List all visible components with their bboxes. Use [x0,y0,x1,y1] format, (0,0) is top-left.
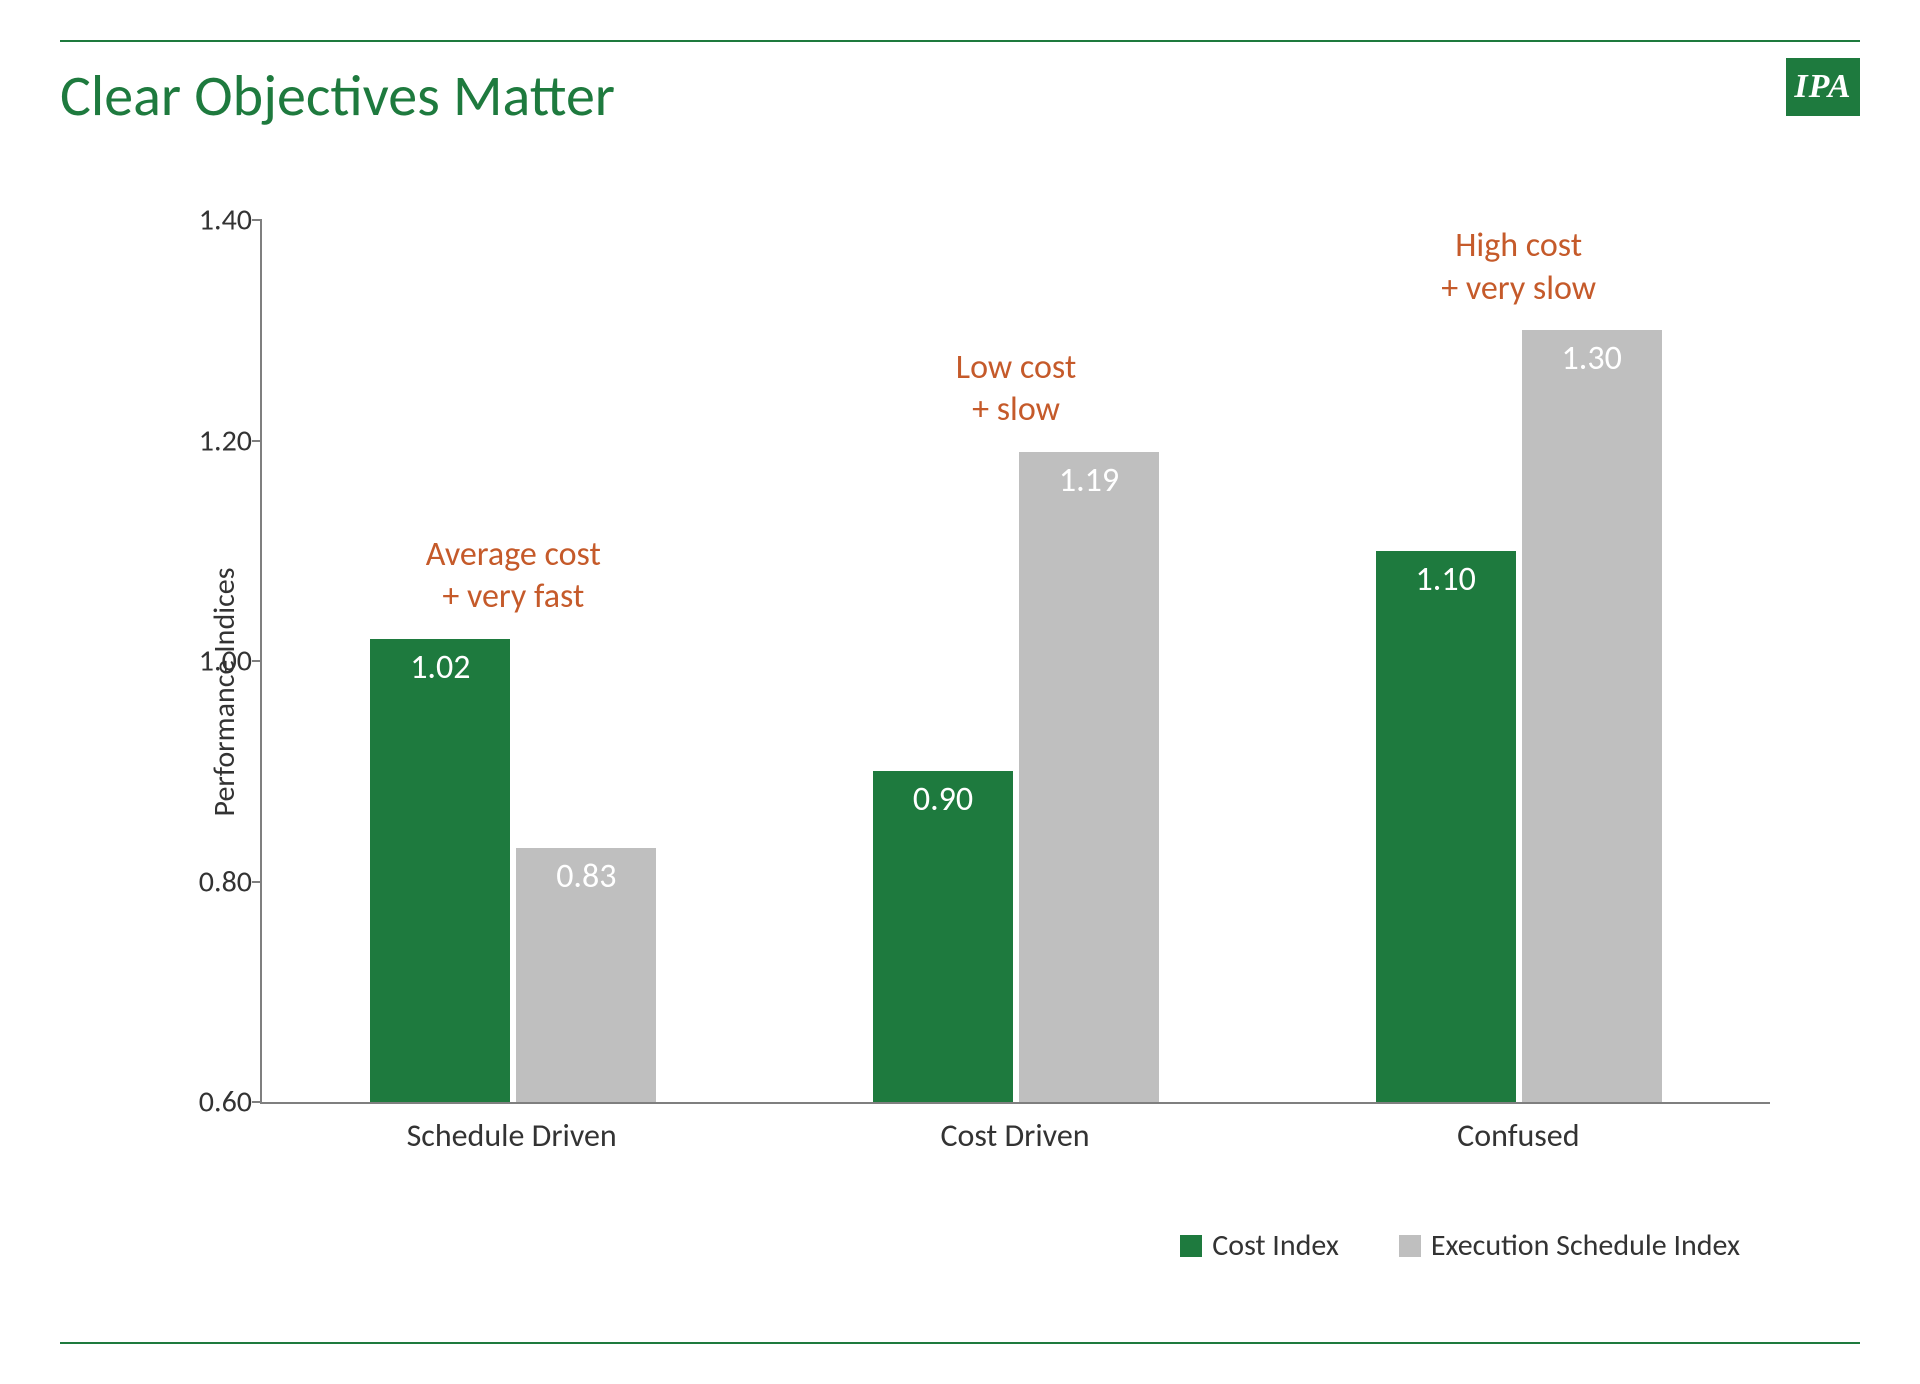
bar-groups: 1.02 0.83 Average cost+ very fast 0.90 1.19 L… [262,220,1770,1102]
group-annotation: Low cost+ slow [765,347,1268,432]
y-tick-mark [252,660,262,662]
y-tick-mark [252,881,262,883]
legend-label: Cost Index [1212,1227,1339,1264]
x-axis-category: Cost Driven [763,1104,1266,1164]
bar-value-label: 1.10 [1376,559,1516,600]
bar-value-label: 1.30 [1522,338,1662,379]
bar-chart: Performance Indices 1.02 0.83 Average cost… [150,220,1770,1164]
plot-area: 1.02 0.83 Average cost+ very fast 0.90 1.19 L… [260,220,1770,1104]
y-tick-label: 1.00 [182,643,252,680]
y-axis-label: Performance Indices [206,568,243,817]
chart-legend: Cost Index Execution Schedule Index [1180,1227,1740,1264]
annotation-line: Low cost [765,347,1268,390]
legend-swatch [1180,1235,1202,1257]
legend-item: Cost Index [1180,1227,1339,1264]
annotation-line: + slow [765,389,1268,432]
y-tick-mark [252,219,262,221]
annotation-line: High cost [1267,225,1770,268]
bar-group: 1.02 0.83 Average cost+ very fast [262,220,765,1102]
legend-swatch [1399,1235,1421,1257]
slide-container: IPA Clear Objectives Matter Performance … [60,40,1860,1344]
group-annotation: High cost+ very slow [1267,225,1770,310]
bar-value-label: 0.83 [516,856,656,897]
annotation-line: + very fast [262,576,765,619]
ipa-logo: IPA [1786,58,1860,116]
legend-item: Execution Schedule Index [1399,1227,1740,1264]
chart-container: Performance Indices 1.02 0.83 Average cost… [150,220,1770,1164]
logo-text: IPA [1794,68,1851,106]
y-tick-label: 1.20 [182,422,252,459]
x-axis-category: Schedule Driven [260,1104,763,1164]
chart-bar: 0.90 [873,771,1013,1102]
bar-group: 0.90 1.19 Low cost+ slow [765,220,1268,1102]
bar-value-label: 0.90 [873,779,1013,820]
chart-bar: 0.83 [516,848,656,1102]
y-tick-mark [252,440,262,442]
chart-bar: 1.10 [1376,551,1516,1102]
chart-bar: 1.19 [1019,452,1159,1102]
bar-group: 1.10 1.30 High cost+ very slow [1267,220,1770,1102]
chart-bar: 1.02 [370,639,510,1102]
y-tick-label: 0.80 [182,863,252,900]
y-tick-label: 0.60 [182,1084,252,1121]
slide-title: Clear Objectives Matter [60,60,1860,131]
bottom-rule [60,1342,1860,1344]
bar-value-label: 1.02 [370,647,510,688]
group-annotation: Average cost+ very fast [262,534,765,619]
y-tick-label: 1.40 [182,202,252,239]
top-rule [60,40,1860,42]
bar-value-label: 1.19 [1019,460,1159,501]
x-axis-labels: Schedule DrivenCost DrivenConfused [260,1104,1770,1164]
y-tick-mark [252,1101,262,1103]
x-axis-category: Confused [1267,1104,1770,1164]
legend-label: Execution Schedule Index [1431,1227,1740,1264]
annotation-line: + very slow [1267,268,1770,311]
chart-bar: 1.30 [1522,330,1662,1102]
annotation-line: Average cost [262,534,765,577]
